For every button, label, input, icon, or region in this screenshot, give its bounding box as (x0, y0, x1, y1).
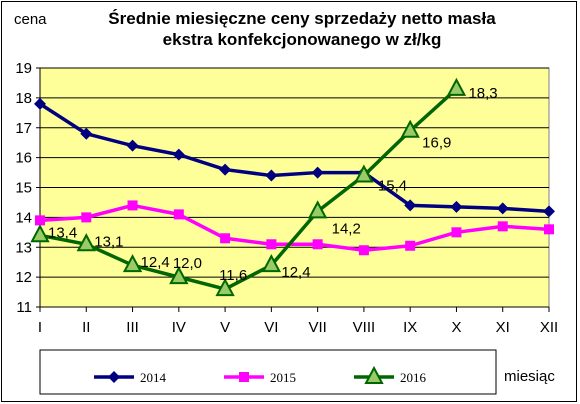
data-label-2016: 13,1 (94, 233, 123, 250)
y-axis-label: cena (14, 11, 47, 28)
legend-label-2014: 2014 (140, 370, 167, 385)
data-label-2016: 12,0 (173, 255, 202, 272)
gridlines (40, 67, 549, 308)
data-point-2015 (220, 233, 231, 244)
data-point-2016 (261, 254, 282, 273)
data-point-2014 (80, 127, 93, 140)
data-point-2014 (543, 205, 555, 218)
y-tick-label: 19 (15, 60, 32, 77)
series-2015 (35, 200, 554, 256)
data-point-2015 (405, 240, 416, 251)
x-tick-label: IX (403, 319, 417, 336)
data-point-2016 (76, 233, 96, 252)
data-point-2015 (497, 221, 508, 232)
data-label-2016: 12,4 (281, 264, 310, 281)
legend-label-2015: 2015 (270, 370, 296, 385)
data-point-2015 (544, 224, 554, 235)
x-tick-label: X (451, 319, 461, 336)
x-tick-label: I (38, 319, 42, 336)
data-label-2016: 13,4 (48, 224, 77, 241)
x-tick-label: VI (264, 319, 278, 336)
x-tick-label: VIII (353, 319, 376, 336)
data-labels: 13,413,112,4 12,011,6 12,414,215,416,918,3 (48, 85, 498, 284)
data-label-2016: 18,3 (468, 85, 497, 102)
x-tick-label: XI (496, 319, 510, 336)
chart-title-line-2: ekstra konfekcjonowanego w zł/kg (163, 30, 442, 49)
y-tick-labels: 11 12 13 14 15 16 17 18 19 (15, 60, 40, 316)
data-point-2016 (169, 266, 189, 285)
legend-marker-2015 (239, 372, 249, 382)
legend-marker-2016 (364, 365, 384, 384)
data-point-2014 (172, 148, 185, 161)
data-point-2015 (451, 227, 462, 238)
legend: 2014 2015 2016 (94, 365, 427, 385)
data-point-2016 (307, 200, 328, 219)
data-point-2015 (266, 239, 277, 250)
data-point-2016 (30, 224, 50, 243)
data-label-2016: 16,9 (422, 135, 451, 152)
data-point-2014 (219, 163, 232, 176)
data-point-2015 (35, 215, 45, 226)
x-tick-label: V (220, 319, 230, 336)
data-point-2014 (404, 199, 417, 212)
data-point-2016 (215, 277, 235, 297)
x-tick-label: IV (172, 319, 186, 336)
data-label-2016: 11,6 (219, 267, 247, 284)
series-line-2015 (39, 203, 550, 252)
data-point-2015 (358, 245, 369, 256)
y-tick-label: 18 (15, 90, 32, 107)
legend-marker-2014 (108, 371, 120, 383)
x-tick-label: II (82, 319, 90, 336)
data-point-2014 (126, 139, 139, 152)
y-tick-label: 16 (15, 150, 32, 167)
y-tick-label: 15 (15, 180, 32, 197)
x-tick-label: III (126, 319, 139, 336)
chart-title-line-1: Średnie miesięczne ceny sprzedaży netto … (108, 9, 496, 28)
data-point-2016 (446, 77, 467, 96)
data-point-2016 (122, 254, 143, 273)
data-label-2016: 14,2 (332, 220, 361, 237)
data-point-2014 (496, 202, 509, 215)
series-2014 (34, 97, 555, 218)
data-point-2015 (173, 209, 184, 220)
y-tick-label: 13 (15, 239, 32, 256)
data-point-2015 (81, 212, 92, 223)
x-tick-label: VII (308, 319, 326, 336)
legend-box (39, 349, 497, 395)
data-point-2016 (354, 164, 374, 183)
series-2016 (30, 77, 467, 297)
data-point-2015 (312, 239, 323, 250)
y-tick-label: 12 (15, 269, 32, 286)
series-group (30, 77, 555, 297)
y-tick-label: 11 (16, 299, 32, 316)
data-point-2014 (311, 166, 324, 179)
y-tick-label: 14 (15, 209, 32, 226)
x-tick-labels: I II III IV V VI VII VIII IX X XI XII (38, 307, 558, 336)
series-line-2014 (39, 102, 550, 214)
y-tick-label: 17 (15, 120, 32, 137)
data-point-2015 (127, 200, 138, 211)
x-axis-label: miesiąc (504, 368, 555, 385)
data-label-2016: 12,4 (141, 254, 170, 271)
data-point-2014 (450, 200, 463, 213)
legend-label-2016: 2016 (400, 370, 427, 385)
series-line-2016 (39, 87, 458, 291)
x-tick-label: XII (540, 319, 558, 336)
data-point-2014 (265, 169, 278, 182)
data-point-2014 (34, 97, 46, 110)
data-label-2016: 15,4 (378, 178, 407, 195)
data-point-2016 (400, 119, 420, 138)
